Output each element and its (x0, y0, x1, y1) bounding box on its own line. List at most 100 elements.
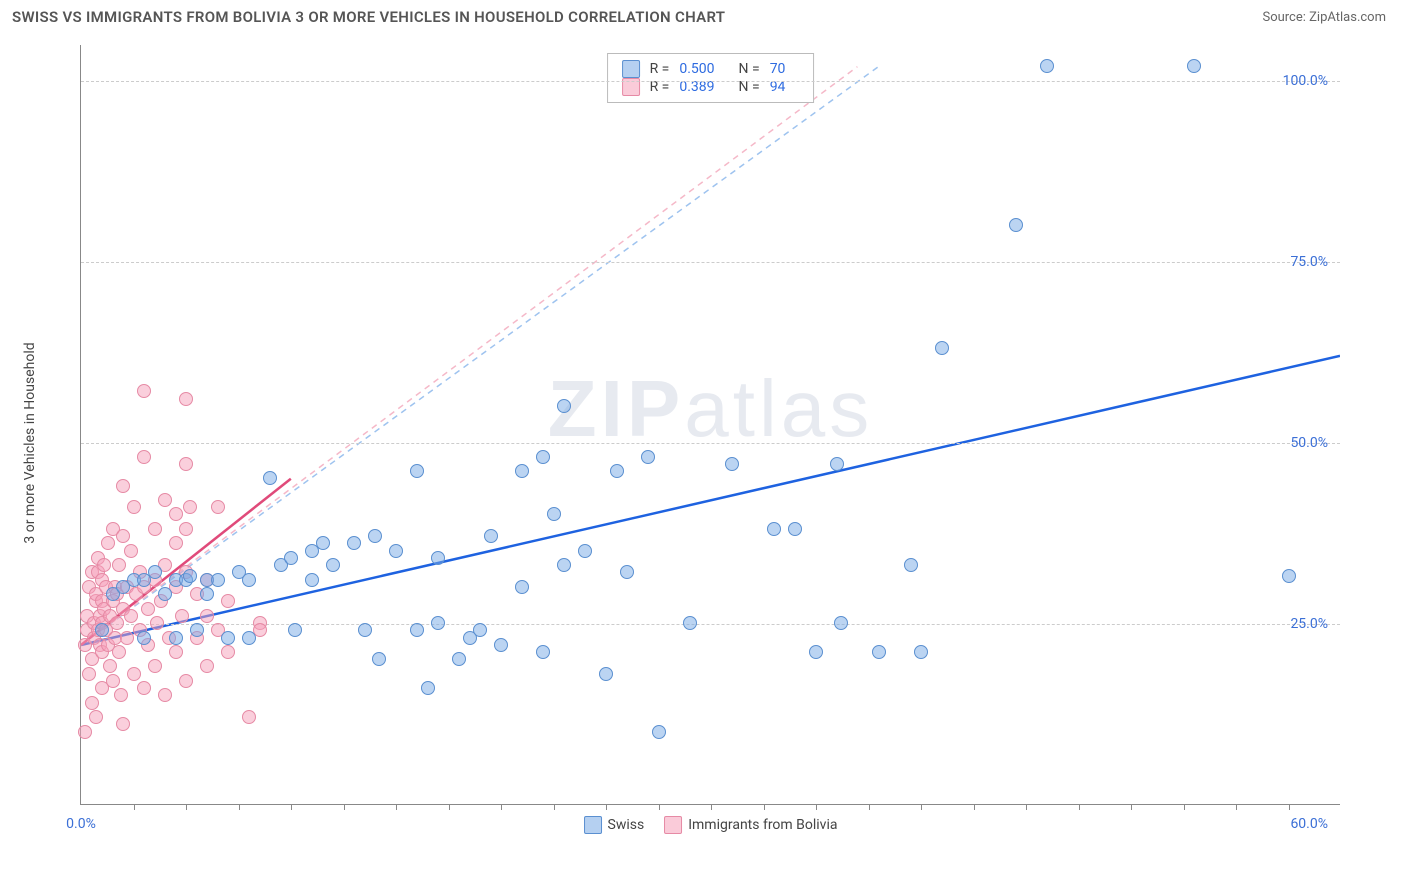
scatter-point (834, 616, 848, 630)
source-text: Source: ZipAtlas.com (1262, 10, 1386, 25)
y-tick-label: 25.0% (1290, 616, 1328, 632)
scatter-point (137, 631, 151, 645)
scatter-point (725, 457, 739, 471)
scatter-point (904, 558, 918, 572)
scatter-point (536, 450, 550, 464)
scatter-point (148, 522, 162, 536)
scatter-point (190, 623, 204, 637)
scatter-point (1282, 569, 1296, 583)
scatter-point (372, 652, 386, 666)
scatter-point (120, 631, 134, 645)
x-tick-mark (1131, 804, 1132, 810)
scatter-point (358, 623, 372, 637)
grid-line (81, 262, 1340, 263)
scatter-point (1040, 59, 1054, 73)
scatter-point (95, 623, 109, 637)
scatter-point (158, 688, 172, 702)
legend-pink-label: Immigrants from Bolivia (688, 817, 837, 833)
grid-line (81, 81, 1340, 82)
scatter-point (494, 638, 508, 652)
scatter-point (347, 536, 361, 550)
scatter-point (127, 667, 141, 681)
scatter-point (652, 725, 666, 739)
scatter-point (169, 536, 183, 550)
scatter-point (116, 479, 130, 493)
scatter-point (431, 551, 445, 565)
scatter-point (221, 631, 235, 645)
scatter-point (452, 652, 466, 666)
scatter-point (1187, 59, 1201, 73)
legend-item-bolivia: Immigrants from Bolivia (664, 816, 837, 834)
x-tick-mark (344, 804, 345, 810)
scatter-point (116, 717, 130, 731)
scatter-point (473, 623, 487, 637)
swatch-blue-icon (584, 816, 602, 834)
scatter-point (410, 623, 424, 637)
x-tick-mark (1184, 804, 1185, 810)
x-tick-mark (1289, 804, 1290, 810)
scatter-point (103, 659, 117, 673)
bottom-legend: Swiss Immigrants from Bolivia (584, 816, 838, 834)
scatter-point (101, 536, 115, 550)
x-tick-mark (659, 804, 660, 810)
stat-row-blue: R = 0.500 N = 70 (622, 60, 800, 78)
scatter-point (158, 493, 172, 507)
scatter-point (137, 384, 151, 398)
scatter-point (536, 645, 550, 659)
x-tick-max: 60.0% (1290, 816, 1328, 832)
scatter-point (112, 558, 126, 572)
scatter-point (431, 616, 445, 630)
scatter-point (114, 688, 128, 702)
scatter-point (179, 392, 193, 406)
scatter-point (148, 565, 162, 579)
scatter-point (599, 667, 613, 681)
scatter-point (158, 587, 172, 601)
scatter-point (410, 464, 424, 478)
scatter-point (914, 645, 928, 659)
x-tick-mark (974, 804, 975, 810)
stat-legend: R = 0.500 N = 70 R = 0.389 N = 94 (607, 53, 815, 103)
scatter-point (788, 522, 802, 536)
scatter-point (288, 623, 302, 637)
scatter-point (683, 616, 697, 630)
scatter-point (830, 457, 844, 471)
r-blue: 0.500 (679, 61, 714, 77)
scatter-point (137, 450, 151, 464)
scatter-point (389, 544, 403, 558)
x-tick-mark (291, 804, 292, 810)
scatter-point (127, 500, 141, 514)
scatter-point (175, 609, 189, 623)
x-tick-mark (606, 804, 607, 810)
scatter-point (515, 580, 529, 594)
swatch-pink-icon (664, 816, 682, 834)
scatter-point (1009, 218, 1023, 232)
scatter-point (89, 710, 103, 724)
scatter-point (610, 464, 624, 478)
scatter-point (641, 450, 655, 464)
scatter-point (263, 471, 277, 485)
scatter-point (85, 696, 99, 710)
scatter-point (242, 631, 256, 645)
scatter-point (179, 457, 193, 471)
scatter-point (316, 536, 330, 550)
scatter-point (169, 645, 183, 659)
x-tick-mark (186, 804, 187, 810)
scatter-point (557, 558, 571, 572)
scatter-point (578, 544, 592, 558)
header: SWISS VS IMMIGRANTS FROM BOLIVIA 3 OR MO… (0, 0, 1406, 34)
y-tick-label: 75.0% (1290, 254, 1328, 270)
scatter-point (112, 645, 126, 659)
trend-lines (81, 45, 1340, 804)
x-tick-mark (764, 804, 765, 810)
x-tick-mark (134, 804, 135, 810)
scatter-point (124, 544, 138, 558)
scatter-point (515, 464, 529, 478)
x-tick-mark (1026, 804, 1027, 810)
x-tick-mark (1079, 804, 1080, 810)
scatter-point (872, 645, 886, 659)
scatter-point (211, 500, 225, 514)
scatter-point (183, 500, 197, 514)
x-tick-mark (501, 804, 502, 810)
scatter-point (305, 573, 319, 587)
scatter-point (106, 674, 120, 688)
